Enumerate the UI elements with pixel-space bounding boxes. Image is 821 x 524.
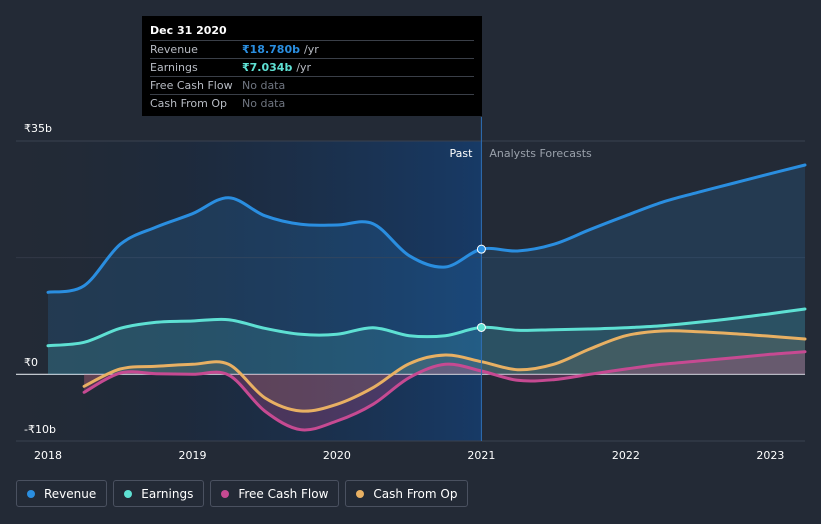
- x-tick-label: 2020: [323, 449, 351, 462]
- tooltip-label: Revenue: [150, 43, 198, 56]
- tooltip-row-cash-from-op: Cash From Op No data: [150, 94, 474, 112]
- line-earnings: [46, 307, 807, 348]
- tooltip-row-free-cash-flow: Free Cash Flow No data: [150, 76, 474, 94]
- tooltip-unit: /yr: [296, 61, 312, 74]
- tooltip-unit: /yr: [303, 43, 319, 56]
- tooltip-value: No data: [242, 97, 286, 110]
- legend-dot-icon: [221, 489, 230, 498]
- tooltip-row-revenue: Revenue ₹18.780b /yr: [150, 40, 474, 58]
- line-revenue: [46, 163, 807, 294]
- legend-label: Revenue: [44, 486, 97, 501]
- series-lines: [46, 163, 807, 432]
- legend-item-free-cash-flow[interactable]: Free Cash Flow: [210, 480, 340, 507]
- x-tick-label: 2023: [756, 449, 784, 462]
- legend-item-earnings[interactable]: Earnings: [113, 480, 205, 507]
- chart-legend: Revenue Earnings Free Cash Flow Cash Fro…: [16, 480, 469, 509]
- area-cash-from-op: [84, 330, 806, 412]
- legend-dot-icon: [27, 489, 35, 498]
- x-tick-label: 2021: [467, 449, 495, 462]
- past-region: [18, 141, 482, 441]
- past-label: Past: [449, 147, 473, 160]
- line-cash-from-op: [82, 329, 807, 413]
- tooltip-value: ₹18.780b: [242, 43, 300, 56]
- tooltip-label: Cash From Op: [150, 97, 228, 110]
- tooltip-label: Free Cash Flow: [150, 79, 233, 92]
- area-earnings: [48, 309, 805, 375]
- x-tick-label: 2018: [34, 449, 62, 462]
- legend-label: Earnings: [141, 486, 194, 501]
- tooltip-value: No data: [242, 79, 286, 92]
- tooltip-date: Dec 31 2020: [150, 24, 227, 37]
- legend-dot-icon: [356, 489, 365, 498]
- y-tick-label: ₹35b: [24, 122, 52, 135]
- legend-dot-icon: [124, 489, 133, 498]
- legend-item-revenue[interactable]: Revenue: [16, 480, 108, 507]
- marker-revenue: [476, 244, 486, 254]
- tooltip-value: ₹7.034b: [242, 61, 293, 74]
- legend-label: Cash From Op: [373, 486, 458, 501]
- marker-earnings: [476, 322, 486, 332]
- legend-label: Free Cash Flow: [238, 486, 329, 501]
- axis-ticks: ₹35b ₹0 -₹10b 2018 2019 2020 2021 2022 2023: [24, 122, 784, 462]
- x-tick-label: 2022: [612, 449, 640, 462]
- tooltip-row-earnings: Earnings ₹7.034b /yr: [150, 58, 474, 76]
- y-tick-label: -₹10b: [24, 423, 56, 436]
- hover-markers: [476, 244, 486, 332]
- tooltip-label: Earnings: [150, 61, 198, 74]
- x-tick-label: 2019: [178, 449, 206, 462]
- legend-item-cash-from-op[interactable]: Cash From Op: [345, 480, 469, 507]
- data-tooltip: Dec 31 2020 Revenue ₹18.780b /yr Earning…: [142, 16, 482, 116]
- y-tick-label: ₹0: [24, 356, 38, 369]
- line-free-cash-flow: [82, 350, 807, 432]
- forecast-label: Analysts Forecasts: [489, 147, 592, 160]
